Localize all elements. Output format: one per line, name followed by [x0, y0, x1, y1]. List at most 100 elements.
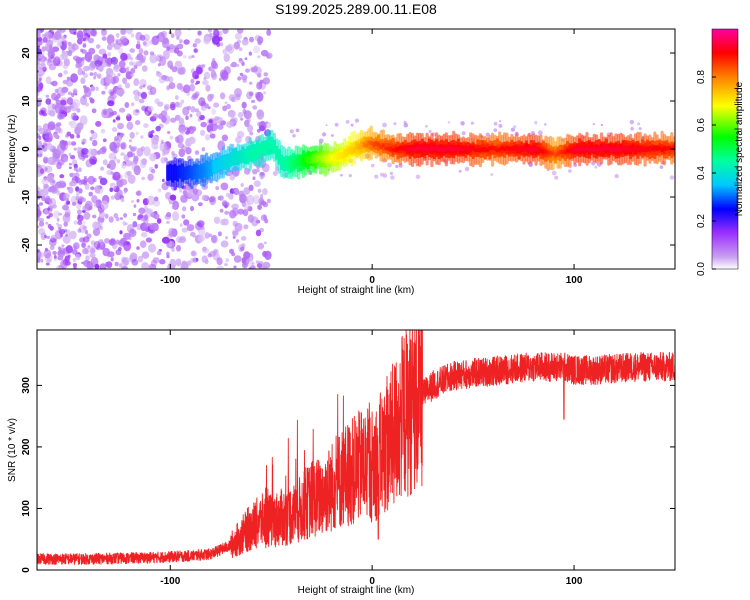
noise-blob — [45, 132, 53, 143]
noise-blob — [194, 150, 200, 156]
noise-blob — [147, 195, 155, 206]
noise-blob — [141, 251, 150, 259]
noise-blob — [118, 107, 126, 113]
noise-blob — [166, 255, 170, 259]
noise-blob — [41, 33, 47, 38]
noise-blob — [68, 152, 72, 157]
noise-blob — [124, 160, 133, 167]
noise-blob — [196, 220, 205, 228]
noise-blob — [72, 258, 76, 262]
ridge-cell — [379, 144, 383, 150]
noise-blob — [248, 184, 254, 191]
noise-blob — [75, 169, 79, 173]
noise-blob — [187, 189, 195, 197]
noise-blob — [203, 71, 211, 80]
noise-blob — [93, 241, 101, 250]
noise-blob — [58, 265, 62, 269]
noise-blob — [40, 258, 44, 263]
noise-blob — [102, 159, 108, 166]
noise-blob — [60, 99, 67, 106]
noise-blob — [124, 82, 131, 89]
noise-blob — [190, 205, 194, 212]
colorbar: 0.0 0.2 0.4 0.6 0.8 Normalized spectral ampl… — [696, 28, 745, 276]
noise-blob — [113, 156, 117, 161]
noise-blob — [143, 123, 149, 128]
noise-blob — [266, 29, 272, 36]
ridge-cell — [427, 146, 432, 152]
noise-blob — [73, 252, 77, 255]
noise-blob — [84, 230, 88, 235]
noise-blob — [178, 117, 185, 125]
noise-blob — [133, 78, 140, 86]
noise-blob — [43, 130, 48, 134]
ridge-cell — [306, 156, 310, 165]
noise-blob — [46, 235, 50, 239]
ridge-cell — [662, 145, 667, 151]
ridge-cell — [527, 147, 531, 153]
ridge-cell — [406, 145, 410, 151]
noise-blob — [45, 195, 51, 202]
ridge-cell — [289, 157, 293, 172]
noise-dot — [490, 173, 494, 176]
noise-blob — [123, 67, 130, 73]
snr-ylabel: SNR (10 * v/v) — [7, 418, 18, 482]
noise-blob — [92, 214, 97, 219]
noise-blob — [49, 110, 56, 117]
noise-blob — [81, 70, 85, 76]
noise-blob — [71, 141, 77, 146]
noise-blob — [171, 151, 175, 156]
noise-blob — [147, 131, 153, 138]
noise-blob — [145, 111, 149, 116]
ridge-cell — [461, 147, 465, 152]
noise-blob — [67, 233, 73, 239]
spectrogram-marks — [37, 29, 675, 269]
noise-blob — [217, 231, 222, 237]
ridge-cell — [500, 145, 504, 150]
noise-blob — [112, 64, 121, 73]
ridge-cell — [175, 165, 180, 182]
ridge-cell — [546, 151, 550, 155]
ridge-cell — [665, 147, 669, 151]
noise-blob — [229, 174, 235, 181]
noise-blob — [240, 236, 247, 241]
noise-blob — [93, 201, 99, 208]
y-tick-label: 0 — [21, 567, 32, 573]
ridge-cell — [265, 142, 269, 155]
ridge-cell — [275, 146, 279, 157]
noise-blob — [251, 262, 255, 265]
noise-blob — [246, 257, 254, 267]
colorbar-ticks: 0.0 0.2 0.4 0.6 0.8 — [696, 70, 716, 276]
noise-blob — [208, 119, 213, 124]
noise-blob — [243, 187, 251, 195]
noise-blob — [55, 99, 63, 106]
noise-blob — [181, 260, 187, 266]
noise-blob — [133, 165, 141, 176]
noise-blob — [221, 134, 229, 142]
noise-blob — [222, 48, 228, 55]
noise-blob — [183, 219, 190, 226]
noise-blob — [76, 30, 84, 40]
noise-blob — [163, 49, 170, 60]
noise-blob — [152, 113, 159, 119]
noise-blob — [112, 119, 116, 123]
noise-blob — [240, 183, 244, 187]
noise-blob — [66, 97, 74, 105]
noise-blob — [127, 174, 136, 184]
noise-blob — [120, 142, 127, 150]
noise-blob — [73, 266, 77, 269]
noise-blob — [60, 233, 63, 238]
noise-blob — [248, 51, 252, 56]
noise-blob — [65, 134, 69, 138]
noise-blob — [216, 257, 223, 266]
noise-blob — [226, 43, 235, 54]
noise-blob — [159, 259, 166, 265]
noise-blob — [129, 131, 135, 139]
noise-blob — [39, 69, 44, 76]
noise-blob — [157, 63, 161, 67]
noise-blob — [132, 221, 138, 228]
noise-blob — [37, 30, 40, 36]
noise-blob — [171, 205, 177, 210]
noise-blob — [63, 247, 71, 255]
